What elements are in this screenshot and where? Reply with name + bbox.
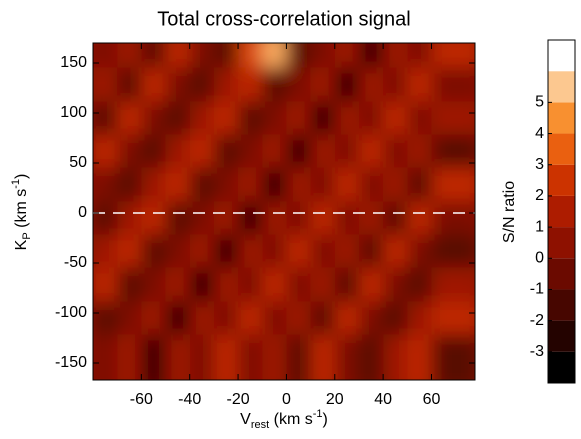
x-label-sub: rest (251, 419, 269, 431)
colorbar-tick-label: -2 (530, 312, 544, 329)
y-tick-label: -100 (55, 304, 87, 321)
chart-title: Total cross-correlation signal (157, 8, 410, 30)
heatmap-cells (93, 43, 475, 380)
colorbar-swatch (548, 71, 575, 103)
y-tick-label: 150 (60, 54, 87, 71)
colorbar-swatch (548, 195, 575, 228)
colorbar-tick-label: 1 (535, 218, 544, 235)
y-tick-label: 0 (78, 204, 87, 221)
heatmap (93, 43, 475, 380)
colorbar-frame (547, 39, 576, 384)
x-label-sup: -1 (313, 408, 323, 420)
y-label-sup: -1 (10, 179, 22, 189)
y-tick-label: 50 (69, 154, 87, 171)
y-label-end: ) (13, 174, 30, 179)
colorbar-swatch (548, 289, 575, 321)
colorbar-swatch (548, 164, 575, 196)
colorbar-swatch (548, 227, 575, 259)
x-axis-label: Vrest (km s-1) (240, 408, 328, 431)
colorbar-swatch (548, 320, 575, 352)
plot-frame (92, 42, 476, 381)
x-tick-label: 60 (423, 391, 441, 408)
y-label-main: K (13, 239, 30, 250)
colorbar-tick-label: -3 (530, 343, 544, 360)
colorbar-tick-label: 5 (535, 94, 544, 111)
colorbar-swatch (548, 258, 575, 290)
colorbar-swatch (548, 133, 575, 165)
y-tick-label: 100 (60, 104, 87, 121)
colorbar-swatch (548, 102, 575, 134)
colorbar-tick-label: 2 (535, 187, 544, 204)
x-tick-label: -60 (130, 391, 153, 408)
colorbar-swatch (548, 351, 575, 383)
y-tick-label: -150 (55, 354, 87, 371)
x-tick-label: 40 (374, 391, 392, 408)
x-tick-label: -40 (178, 391, 201, 408)
y-tick-label: -50 (64, 254, 87, 271)
x-tick-label: -20 (227, 391, 250, 408)
x-tick-label: 20 (326, 391, 344, 408)
colorbar-tick-label: 0 (535, 249, 544, 266)
colorbar-swatch (548, 40, 575, 72)
x-label-end: ) (323, 411, 328, 428)
x-label-main: V (240, 411, 251, 428)
colorbar-tick-label: 3 (535, 156, 544, 173)
y-label-sub: P (21, 232, 33, 239)
y-label-rest: (km s (13, 189, 30, 233)
x-tick-label: 0 (282, 391, 291, 408)
colorbar-tick-label: 4 (535, 125, 544, 142)
colorbar-label: S/N ratio (501, 181, 518, 243)
colorbar-tick-label: -1 (530, 281, 544, 298)
x-label-rest: (km s (269, 411, 313, 428)
heatmap-cell (431, 334, 475, 380)
y-axis-label: KP (km s-1) (10, 174, 33, 251)
